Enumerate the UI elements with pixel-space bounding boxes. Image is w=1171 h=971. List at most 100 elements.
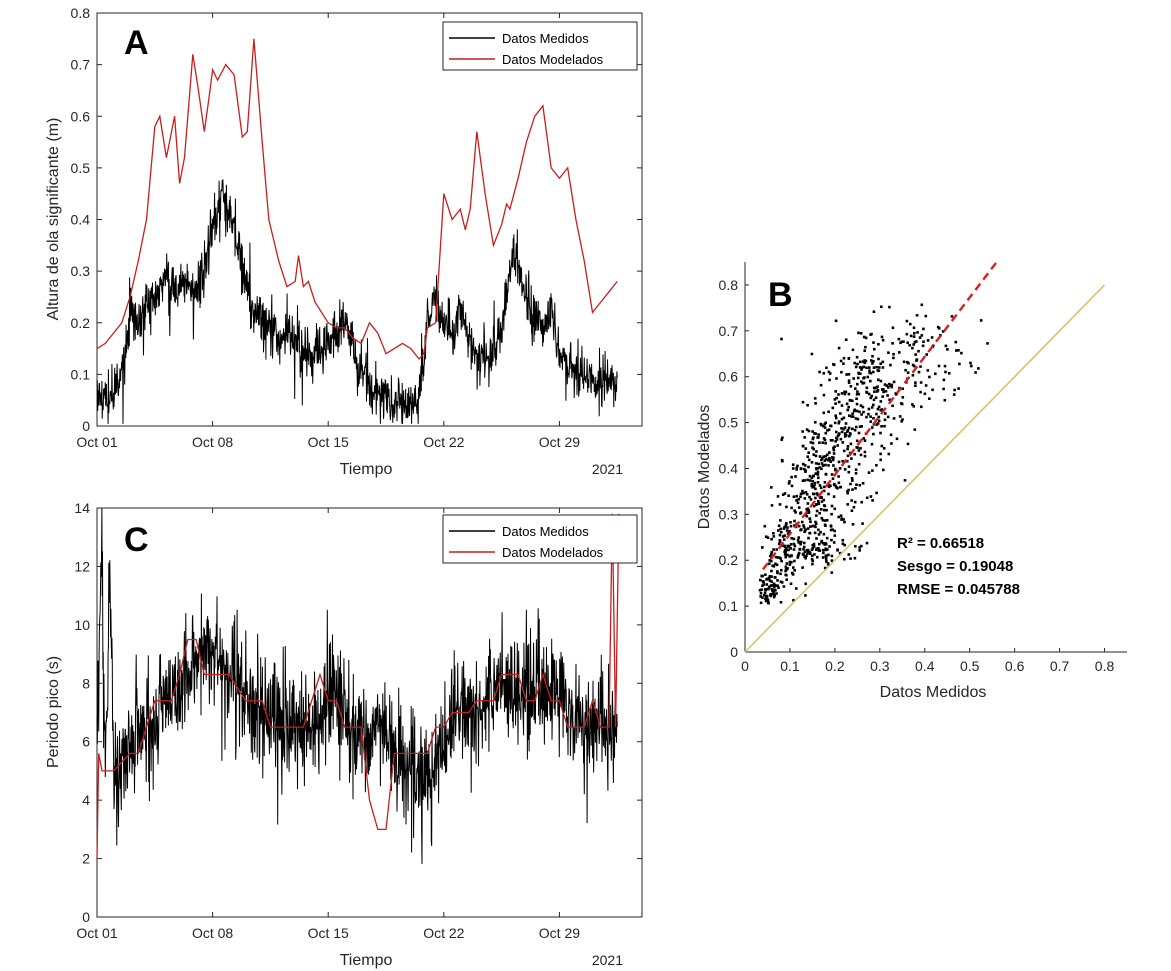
panel-b-point: [865, 366, 868, 370]
panel-b-point: [833, 529, 836, 533]
C-ytick-label: 0: [82, 909, 90, 925]
panel-b-point: [849, 385, 853, 388]
panel-b-point: [847, 470, 851, 474]
panel-b-point: [789, 554, 792, 558]
panel-b-point: [869, 495, 873, 498]
panel-b-point: [974, 371, 977, 374]
panel-b-point: [822, 372, 826, 375]
panel-b-point: [820, 496, 823, 499]
panel-b-ytick-label: 0.3: [719, 506, 739, 522]
panel-b-point: [918, 336, 922, 339]
panel-b-point: [830, 504, 834, 508]
panel-b-point: [856, 390, 859, 393]
panel-c-legend: Datos Medidos Datos Modelados: [442, 514, 638, 564]
panel-b-point: [793, 544, 797, 548]
panel-b-point: [810, 484, 813, 488]
panel-b-point: [834, 484, 838, 488]
panel-b-point: [784, 548, 787, 552]
panel-b-point: [801, 566, 804, 569]
panel-a-legend-modeled: Datos Modelados: [502, 52, 604, 67]
panel-b-point: [813, 524, 816, 528]
panel-b-point: [841, 542, 845, 546]
panel-b-point: [869, 420, 872, 423]
panel-b-point: [867, 392, 871, 396]
panel-b-point: [872, 417, 875, 420]
panel-a-ylabel: Altura de ola significante (m): [45, 118, 62, 321]
panel-b-point: [801, 430, 804, 433]
panel-b-point: [820, 467, 823, 471]
panel-b-point: [857, 331, 860, 335]
panel-b-point: [842, 427, 846, 431]
panel-b-point: [818, 370, 821, 374]
panel-b-point: [827, 553, 830, 557]
panel-b-point: [843, 520, 846, 524]
panel-b-point: [928, 375, 931, 379]
panel-b-point: [779, 527, 782, 531]
panel-b-point: [781, 535, 785, 538]
panel-b-point: [772, 548, 775, 551]
panel-b-point: [843, 392, 847, 396]
panel-b-point: [759, 601, 763, 605]
panel-b-point: [789, 582, 793, 586]
panel-b-stat-rmse: RMSE = 0.045788: [897, 581, 1020, 598]
panel-b-point: [834, 414, 837, 417]
panel-b-point: [846, 408, 850, 412]
A-ytick-label: 0: [82, 418, 90, 434]
panel-b-point: [800, 520, 804, 524]
panel-b-point: [914, 381, 917, 384]
panel-b-point: [843, 426, 847, 429]
panel-b-point: [832, 452, 836, 455]
panel-b-point: [847, 553, 851, 556]
panel-b-point: [776, 579, 779, 582]
panel-b-point: [808, 517, 812, 521]
panel-b-point: [862, 410, 865, 414]
panel-b-point: [849, 482, 852, 486]
panel-b-point: [860, 500, 863, 504]
panel-b-point: [844, 390, 848, 394]
panel-b-point: [776, 495, 780, 498]
C-ytick-label: 14: [74, 500, 90, 516]
panel-b-point: [761, 596, 764, 599]
A-xtick-label: Oct 29: [539, 434, 580, 450]
panel-b-point: [862, 335, 866, 339]
panel-b-point: [876, 422, 880, 425]
panel-b-point: [854, 487, 857, 490]
panel-b-point: [931, 388, 934, 392]
panel-b-point: [799, 467, 803, 470]
panel-b-point: [850, 499, 853, 502]
panel-b-point: [950, 315, 954, 318]
panel-b-point: [881, 366, 885, 369]
panel-b-point: [822, 551, 825, 555]
panel-b-point: [795, 468, 798, 471]
panel-b-point: [816, 467, 819, 470]
panel-b-point: [818, 511, 821, 515]
panel-b-point: [839, 485, 842, 489]
panel-b-point: [898, 351, 901, 354]
panel-b-point: [822, 393, 826, 397]
panel-b-point: [831, 406, 835, 410]
panel-b-point: [808, 479, 812, 482]
panel-b-point: [830, 571, 834, 574]
panel-b-point: [812, 545, 816, 548]
panel-b-point: [830, 559, 834, 562]
panel-c-year-label: 2021: [592, 952, 623, 968]
panel-b-point: [924, 384, 928, 387]
panel-b-point: [815, 450, 818, 453]
panel-b-point: [922, 340, 925, 343]
panel-b-point: [862, 365, 866, 369]
panel-b-point: [869, 396, 872, 400]
panel-b-point: [789, 547, 792, 550]
panel-b-point: [786, 548, 789, 552]
panel-b-point: [814, 402, 817, 405]
panel-b-point: [805, 508, 808, 511]
panel-b-point: [882, 390, 885, 394]
panel-b-point: [920, 334, 924, 337]
panel-b-point: [824, 473, 828, 476]
panel-b-point: [794, 511, 797, 514]
panel-b-point: [801, 489, 804, 493]
panel-b-point: [807, 508, 810, 512]
panel-b-point: [788, 560, 792, 564]
panel-b-point: [779, 519, 782, 522]
panel-b-point: [857, 392, 861, 396]
panel-b-point: [955, 349, 958, 352]
